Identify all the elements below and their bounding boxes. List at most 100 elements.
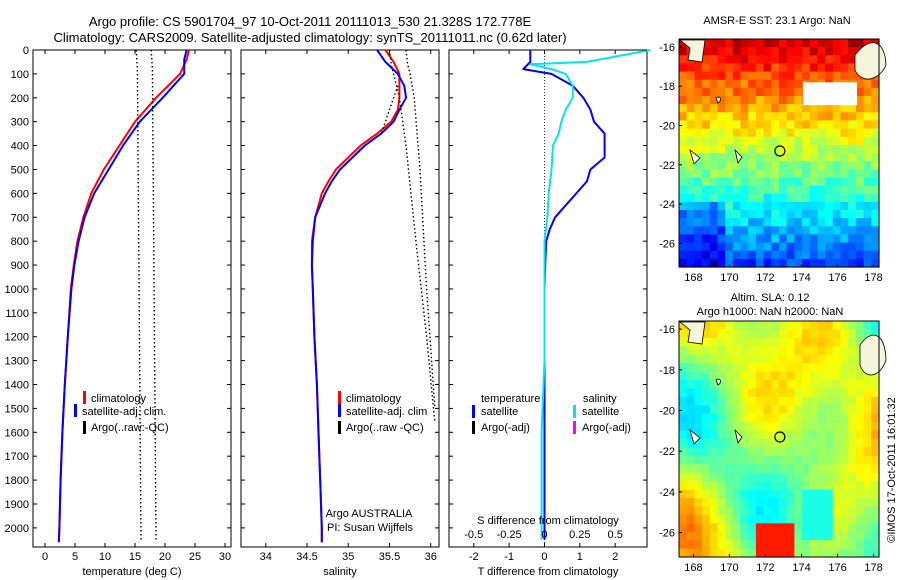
map-y-tick-label: -18: [659, 365, 675, 377]
map-cell: [748, 405, 757, 415]
map-cell: [740, 548, 749, 558]
map-cell: [763, 120, 772, 130]
x-tick-label: 25: [189, 551, 201, 563]
map-cell: [679, 540, 688, 550]
map-cell: [679, 218, 688, 227]
map-cell: [686, 185, 695, 195]
map-cell: [748, 96, 757, 105]
map-cell: [786, 548, 795, 558]
map-cell: [717, 481, 726, 491]
map-cell: [717, 63, 726, 73]
map-cell: [802, 455, 811, 465]
map-cell: [863, 455, 872, 465]
map-cell: [855, 153, 865, 162]
map-cell: [809, 218, 819, 227]
map-y-tick-label: -16: [659, 324, 675, 336]
map-cell: [679, 405, 688, 415]
map-cell: [832, 439, 842, 448]
map-cell: [709, 388, 719, 398]
map-cell: [832, 258, 842, 268]
map-cell: [686, 63, 695, 73]
map-cell: [755, 413, 765, 423]
map-cell: [825, 47, 834, 56]
map-cell: [794, 128, 803, 138]
t-difference-xlabel: T difference from climatology: [478, 566, 619, 578]
map-cell: [832, 489, 842, 499]
map-cell: [794, 112, 803, 121]
map-cell: [817, 234, 826, 244]
map-cell: [794, 354, 803, 364]
map-cell: [840, 337, 849, 347]
map-cell: [779, 489, 788, 499]
map-cell: [694, 71, 703, 81]
map-cell: [863, 464, 872, 474]
map-cell: [786, 177, 795, 187]
map-cell: [794, 531, 803, 541]
map-cell: [809, 39, 819, 48]
map-cell: [794, 455, 803, 465]
map-cell: [702, 548, 711, 558]
map-cell: [679, 506, 688, 516]
map-cell: [748, 346, 757, 356]
map-cell: [709, 413, 719, 423]
map-y-tick-label: -24: [659, 487, 675, 499]
map-cell: [786, 79, 795, 89]
map-cell: [686, 79, 695, 89]
map-cell: [763, 177, 772, 187]
map-cell: [840, 422, 849, 432]
map-cell: [709, 498, 719, 507]
map-cell: [694, 388, 703, 398]
map-cell: [848, 193, 857, 203]
map-cell: [802, 540, 811, 550]
map-cell: [702, 258, 711, 268]
map-cell: [802, 430, 811, 440]
map-cell: [825, 540, 834, 550]
map-cell: [786, 193, 795, 203]
temperature-legend: climatology satellite-adj. clim. Argo(..…: [74, 391, 169, 434]
map-cell: [709, 177, 719, 187]
series-satellite-line: [529, 49, 651, 540]
map-cell: [855, 120, 865, 130]
map-cell: [809, 144, 819, 154]
map-cell: [809, 430, 819, 440]
map-cell: [871, 169, 880, 178]
map-cell: [794, 447, 803, 457]
map-cell: [740, 430, 749, 440]
map-cell: [702, 329, 711, 339]
map-cell: [740, 242, 749, 252]
map-y-tick-label: -26: [659, 528, 675, 540]
map-cell: [855, 371, 865, 381]
map-cell: [709, 218, 719, 227]
map-cell: [779, 371, 788, 381]
map-cell: [817, 498, 826, 507]
map-cell: [679, 169, 688, 178]
map-cell: [825, 169, 834, 178]
map-cell: [732, 185, 742, 195]
map-cell: [755, 337, 765, 347]
map-cell: [740, 481, 749, 491]
map-cell: [679, 258, 688, 268]
map-cell: [786, 47, 795, 56]
map-cell: [848, 346, 857, 356]
map-cell: [771, 185, 780, 195]
map-cell: [771, 71, 780, 81]
map-cell: [809, 329, 819, 339]
map-cell: [794, 506, 803, 516]
map-cell: [725, 548, 734, 558]
map-cell: [686, 104, 695, 113]
map-cell: [855, 523, 865, 533]
map-cell: [755, 112, 765, 121]
map-y-tick-label: -22: [659, 160, 675, 172]
map-cell: [802, 136, 811, 146]
map-cell: [748, 144, 757, 154]
map-cell: [809, 153, 819, 162]
map-cell: [786, 201, 795, 211]
map-cell: [855, 218, 865, 227]
map-cell: [802, 193, 811, 203]
map-cell: [702, 371, 711, 381]
map-cell: [732, 104, 742, 113]
map-cell: [794, 540, 803, 550]
map-cell: [740, 120, 749, 130]
map-cell: [694, 422, 703, 432]
map-cell: [748, 218, 757, 227]
